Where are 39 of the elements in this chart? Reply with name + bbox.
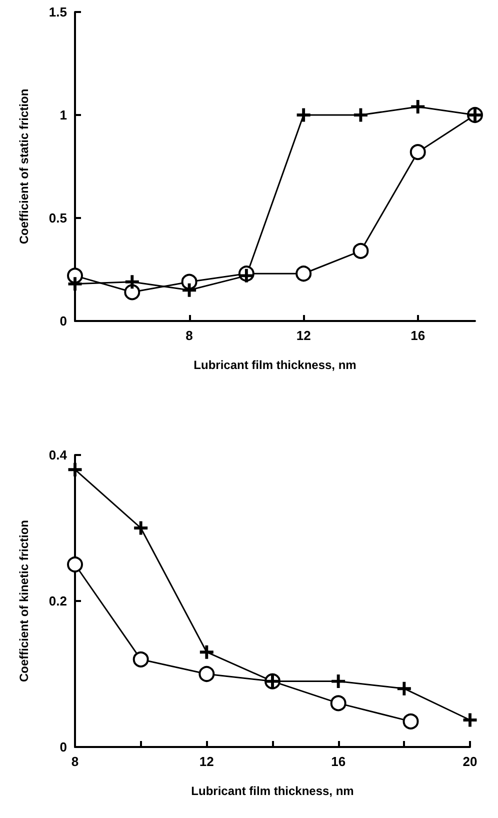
point (125, 275, 139, 289)
y-tick-label: 1 (60, 108, 67, 122)
point (354, 108, 368, 122)
point (397, 682, 411, 696)
point (240, 268, 254, 282)
point (132, 651, 149, 668)
point (134, 521, 148, 535)
y-tick-label: 0.5 (48, 210, 67, 226)
point (68, 462, 82, 476)
y-tick-label: 0.2 (48, 594, 67, 608)
point (352, 242, 369, 259)
x-tick-label: 12 (199, 754, 214, 769)
point (200, 645, 214, 659)
x-axis-title: Lubricant film thickness, nm (191, 784, 354, 798)
point (68, 277, 82, 291)
x-axis-title: Lubricant film thickness, nm (194, 358, 356, 372)
point (410, 144, 426, 160)
y-tick-label: 1.5 (48, 4, 67, 20)
y-axis-title: Coefficient of static friction (17, 88, 31, 244)
point (296, 108, 310, 122)
x-tick-label: 16 (410, 328, 426, 343)
x-tick-label: 8 (71, 754, 79, 769)
x-tick-label: 20 (462, 754, 478, 769)
point (296, 266, 312, 282)
point (124, 284, 140, 300)
y-tick-label: 0 (60, 314, 67, 328)
point (402, 713, 419, 730)
y-tick-label: 0.4 (48, 448, 68, 462)
point (463, 713, 477, 727)
point (330, 695, 346, 712)
y-tick-label: 0 (60, 740, 67, 754)
point (67, 556, 83, 572)
y-axis-title: Coefficient of kinetic friction (17, 520, 31, 682)
x-tick-label: 12 (296, 328, 311, 343)
point (198, 666, 215, 682)
x-tick-label: 8 (186, 328, 193, 343)
point (332, 674, 346, 688)
x-tick-label: 16 (331, 754, 346, 769)
point (182, 283, 196, 297)
